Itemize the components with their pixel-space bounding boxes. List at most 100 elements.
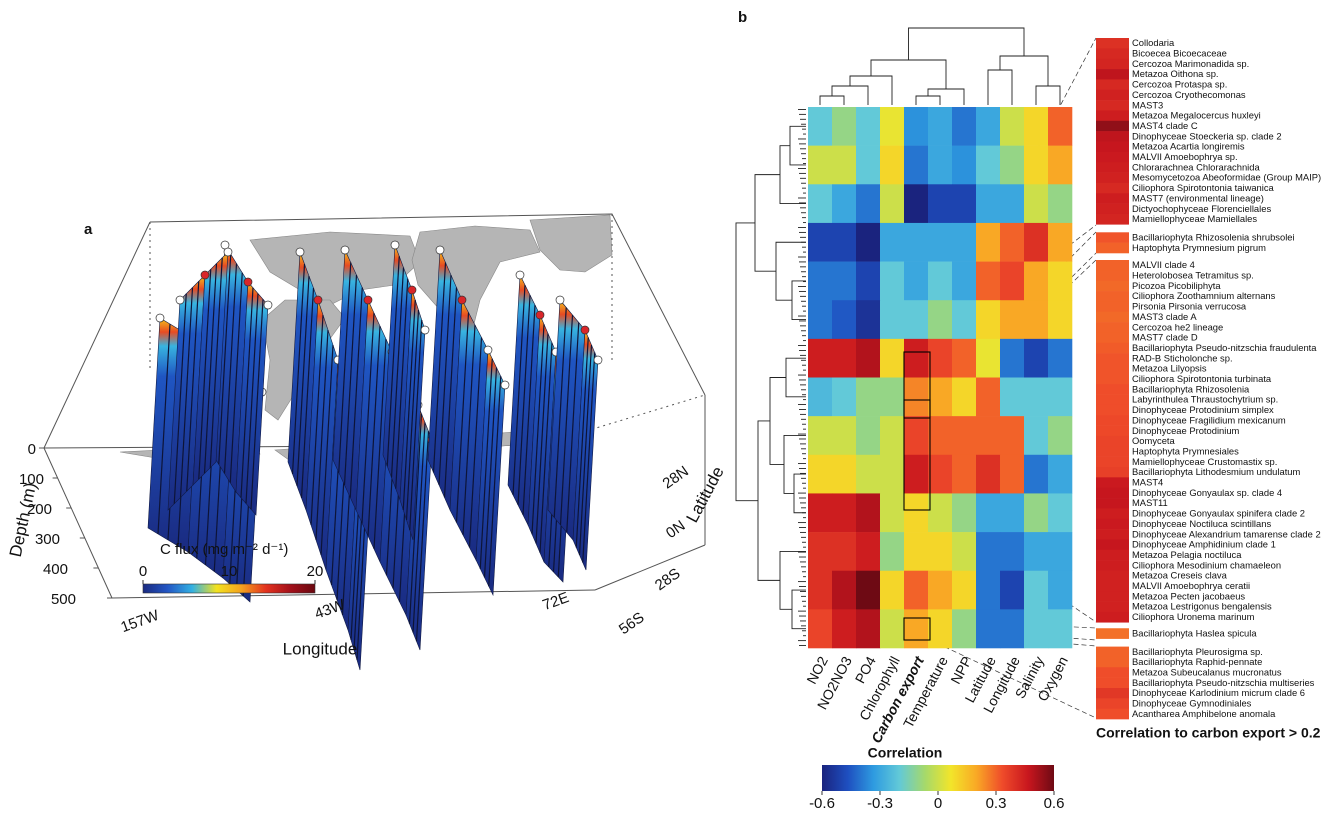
heatmap-cell (976, 493, 1001, 533)
heatmap-cell (976, 145, 1001, 185)
heatmap-cell (808, 609, 833, 649)
latitude-tick-label: 28N (660, 463, 692, 493)
taxon-name: MALVII Amoebophrya sp. (1132, 151, 1238, 162)
curtain-line (349, 287, 363, 498)
taxon-correlation (1096, 591, 1129, 602)
taxon-name: Bacillariophyta Lithodesmium undulatum (1132, 466, 1301, 477)
curtain-line (240, 287, 254, 498)
heatmap-cell (976, 377, 1001, 417)
taxon-name: Labyrinthulea Thraustochytrium sp. (1132, 394, 1278, 405)
heatmap-cell (904, 454, 929, 494)
curtain-line (367, 325, 381, 537)
taxon-name: Metazoa Lilyopsis (1132, 363, 1207, 374)
heatmap-cell (976, 416, 1001, 456)
heatmap-cell (1024, 609, 1049, 649)
taxon-correlation (1096, 477, 1129, 488)
heatmap-cell (952, 184, 977, 224)
taxon-correlation (1096, 89, 1129, 101)
taxon-name: RAD-B Sticholonche sp. (1132, 352, 1233, 363)
curtain-line (320, 344, 334, 556)
heatmap-cell (928, 493, 953, 533)
heatmap-cell (832, 570, 857, 610)
heatmap-cell (928, 300, 953, 340)
box-edge (594, 544, 706, 591)
taxon-correlation (1096, 48, 1129, 59)
heatmap-cell (1000, 532, 1025, 572)
curtain-line (223, 263, 238, 474)
curtain-line (566, 322, 580, 533)
taxon-correlation (1096, 301, 1129, 313)
taxon-name: Dinophyceae Gonyaulax sp. clade 4 (1132, 487, 1282, 498)
taxon-correlation (1096, 539, 1129, 551)
station (295, 247, 305, 257)
taxon-name: Dinophyceae Protodinium simplex (1132, 404, 1274, 415)
heatmap-cell (1048, 377, 1073, 417)
taxon-name: Dinophyceae Karlodinium micrum clade 6 (1132, 687, 1305, 698)
taxon-name: MAST4 clade C (1132, 120, 1198, 131)
heatmap-cell (952, 493, 977, 533)
station (390, 240, 400, 250)
taxon-correlation (1096, 580, 1129, 592)
taxon-correlation (1096, 425, 1129, 437)
taxon-name: Cercozoa he2 lineage (1132, 321, 1223, 332)
heatmap-cell (1024, 377, 1049, 417)
heatmap-cell (904, 222, 929, 262)
station (435, 245, 445, 255)
connector (929, 639, 1097, 719)
taxon-correlation (1096, 446, 1129, 457)
asia (529, 214, 613, 273)
heatmap-cell (952, 609, 977, 649)
heatmap-cell (952, 222, 977, 262)
curtain-line (415, 431, 430, 642)
taxon-name: Ciliophora Mesodinium chamaeleon (1132, 559, 1281, 570)
station (223, 247, 233, 257)
heatmap-cell (880, 570, 905, 610)
curtain-line (338, 262, 352, 473)
heatmap-cell (952, 338, 977, 378)
taxon-correlation (1096, 560, 1129, 571)
heatmap-cell (1048, 145, 1073, 185)
curtain-line (173, 293, 187, 504)
heatmap-cell (1048, 609, 1073, 649)
heatmap-cell (856, 416, 881, 456)
heatmap-cell (952, 377, 977, 417)
taxon-correlation (1096, 353, 1129, 364)
station (483, 345, 493, 355)
heatmap-cell (904, 261, 929, 301)
colorbar-tick-label: 0.3 (986, 795, 1007, 812)
taxon-name: Ciliophora Uronema marinum (1132, 611, 1255, 622)
heatmap (808, 107, 1073, 649)
heatmap-cell (1000, 570, 1025, 610)
depth-tick-label: 400 (43, 561, 68, 578)
taxon-name: Oomyceta (1132, 435, 1176, 446)
colorbar-title: Correlation (868, 745, 943, 761)
heatmap-cell (928, 454, 953, 494)
heatmap-cell (1024, 261, 1049, 301)
depth-tick-label: 200 (27, 501, 52, 518)
taxon-correlation (1096, 213, 1129, 225)
longitude-tick-label: 72E (540, 589, 571, 614)
taxon-name: Dinophyceae Stoeckeria sp. clade 2 (1132, 130, 1282, 141)
curtain-line (468, 337, 483, 548)
taxon-name: Metazoa Pelagia noctiluca (1132, 549, 1242, 560)
taxon-name: Dinophyceae Protodinium (1132, 425, 1240, 436)
heatmap-cell (808, 300, 833, 340)
heatmap-cell (928, 609, 953, 649)
taxon-name: Dinophyceae Gymnodiniales (1132, 698, 1252, 709)
heatmap-cell (1024, 222, 1049, 262)
taxon-correlation (1096, 518, 1129, 530)
curtain-line (310, 314, 324, 526)
curtain-line (203, 263, 218, 474)
station (555, 295, 565, 305)
heatmap-cell (1048, 261, 1073, 301)
heatmap-cell (808, 570, 833, 610)
curtain-line (390, 267, 405, 478)
highlight-box (903, 351, 931, 511)
taxon-correlation (1096, 232, 1129, 243)
taxon-correlation (1096, 698, 1129, 709)
taxon-name: MAST7 clade D (1132, 332, 1198, 343)
taxon-correlation (1096, 646, 1129, 658)
depth-tick-label: 500 (51, 591, 76, 608)
heatmap-cell (952, 570, 977, 610)
dendrogram-branch (999, 55, 1049, 86)
